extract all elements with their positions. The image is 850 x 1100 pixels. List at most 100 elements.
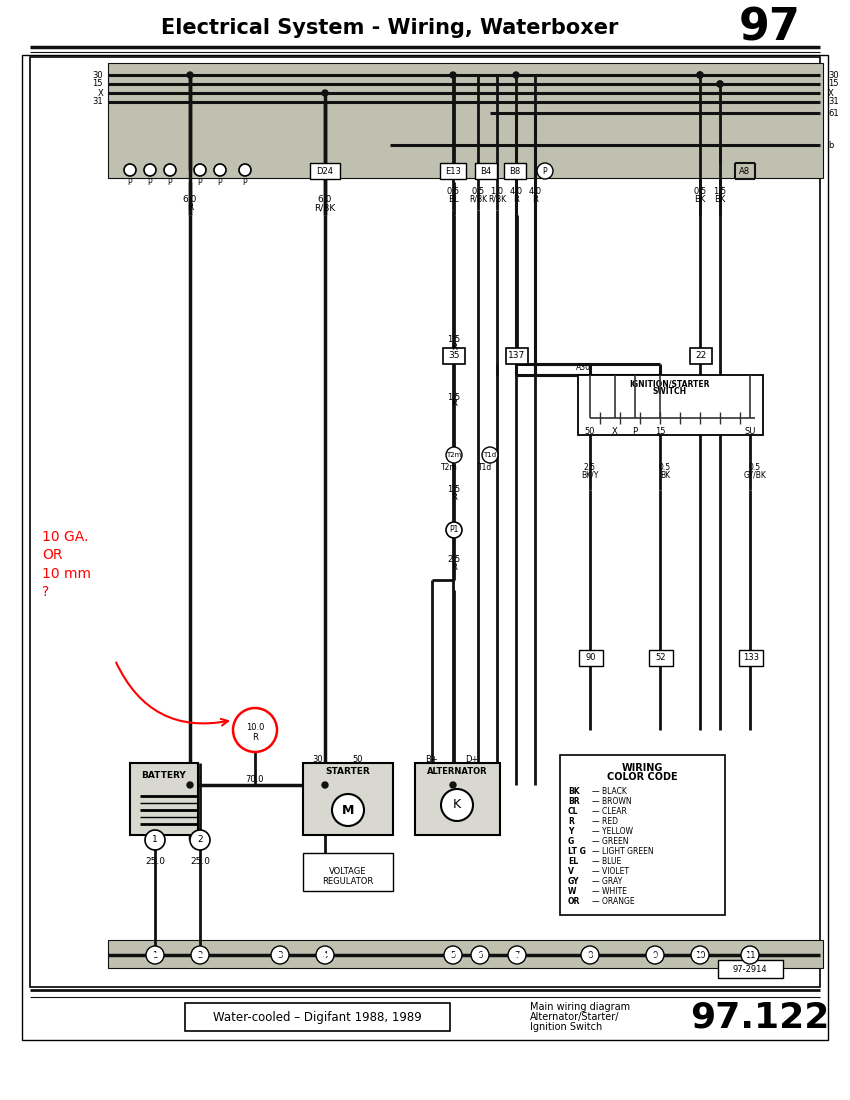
Text: 30: 30 (828, 70, 839, 79)
Circle shape (444, 946, 462, 964)
Text: STARTER: STARTER (326, 768, 371, 777)
Text: R: R (568, 817, 574, 826)
Bar (506, 348, 528, 364)
Text: B4: B4 (480, 166, 491, 176)
Text: 97-2914: 97-2914 (733, 965, 768, 974)
Circle shape (471, 946, 489, 964)
Bar (579, 650, 603, 666)
Text: P: P (218, 178, 223, 187)
Text: 1: 1 (152, 836, 158, 845)
Text: 90: 90 (586, 653, 596, 662)
Text: 97: 97 (739, 7, 801, 50)
Text: 25.0: 25.0 (190, 858, 210, 867)
Circle shape (324, 954, 326, 957)
Text: 0.5: 0.5 (749, 463, 761, 473)
Circle shape (145, 830, 165, 850)
Text: WIRING: WIRING (621, 763, 663, 773)
Text: 8: 8 (587, 950, 592, 959)
Text: 50: 50 (585, 428, 595, 437)
Text: D24: D24 (316, 166, 333, 176)
Text: 30: 30 (313, 756, 323, 764)
Text: OR: OR (568, 898, 581, 906)
Text: 1.5: 1.5 (713, 187, 727, 197)
Text: 6.0: 6.0 (183, 196, 197, 205)
Circle shape (190, 830, 210, 850)
Bar (475, 163, 497, 179)
Text: B+: B+ (426, 756, 439, 764)
Text: 7: 7 (514, 950, 519, 959)
Circle shape (581, 946, 599, 964)
Text: — BROWN: — BROWN (592, 798, 632, 806)
Text: 133: 133 (743, 653, 759, 662)
Text: 4: 4 (322, 950, 327, 959)
Circle shape (691, 946, 709, 964)
Circle shape (194, 164, 206, 176)
Text: Electrical System - Wiring, Waterboxer: Electrical System - Wiring, Waterboxer (162, 18, 619, 38)
Text: VOLTAGE: VOLTAGE (329, 868, 366, 877)
Text: COLOR CODE: COLOR CODE (607, 772, 677, 782)
Text: 6: 6 (478, 950, 483, 959)
Bar (440, 163, 466, 179)
Bar (739, 650, 763, 666)
Text: 1.0: 1.0 (490, 187, 503, 197)
Bar (415, 763, 500, 835)
Text: 10 GA.
OR
10 mm
?: 10 GA. OR 10 mm ? (42, 530, 91, 600)
Text: Y: Y (568, 827, 574, 836)
Text: P: P (167, 178, 173, 187)
Text: 4.0: 4.0 (509, 187, 523, 197)
Text: 50: 50 (353, 756, 363, 764)
Text: R: R (513, 195, 519, 204)
Text: 2: 2 (197, 836, 203, 845)
Text: E13: E13 (445, 166, 461, 176)
Text: 0.5: 0.5 (472, 187, 484, 197)
Text: 2.5: 2.5 (584, 463, 596, 473)
Text: GY: GY (568, 878, 580, 887)
Text: X: X (612, 428, 618, 437)
Text: — GREEN: — GREEN (592, 837, 628, 847)
Text: 15: 15 (828, 79, 838, 88)
Circle shape (187, 72, 193, 78)
Circle shape (513, 72, 519, 78)
Text: Main wiring diagram: Main wiring diagram (530, 1002, 630, 1012)
Text: P: P (198, 178, 202, 187)
Text: R: R (532, 195, 538, 204)
Circle shape (332, 794, 364, 826)
Text: R: R (451, 399, 457, 408)
Text: T2m: T2m (440, 462, 457, 472)
Circle shape (450, 72, 456, 78)
Text: P1: P1 (450, 526, 459, 535)
Text: — GRAY: — GRAY (592, 878, 622, 887)
Circle shape (144, 164, 156, 176)
Text: W: W (568, 888, 576, 896)
Text: D+: D+ (465, 756, 479, 764)
Bar (690, 348, 712, 364)
Text: R/BK: R/BK (488, 195, 506, 204)
Circle shape (187, 782, 193, 788)
Circle shape (451, 954, 455, 957)
Text: T2m: T2m (446, 452, 462, 458)
Text: P: P (542, 166, 547, 176)
Circle shape (191, 946, 209, 964)
Text: T1d: T1d (484, 452, 496, 458)
Text: 1.5: 1.5 (447, 485, 461, 495)
Text: 1: 1 (152, 950, 157, 959)
Circle shape (271, 946, 289, 964)
Text: 0.5: 0.5 (446, 187, 460, 197)
Text: REGULATOR: REGULATOR (322, 878, 374, 887)
Circle shape (479, 954, 481, 957)
Text: IGNITION/STARTER: IGNITION/STARTER (630, 379, 711, 388)
Circle shape (697, 72, 703, 78)
Text: 35: 35 (448, 352, 460, 361)
Text: 10.0: 10.0 (246, 724, 264, 733)
Text: — RED: — RED (592, 817, 618, 826)
Text: — WHITE: — WHITE (592, 888, 626, 896)
Text: 6.0: 6.0 (318, 196, 332, 205)
Text: 2.5: 2.5 (447, 556, 461, 564)
Text: SWITCH: SWITCH (653, 387, 687, 396)
Text: 1.5: 1.5 (447, 336, 461, 344)
Bar (718, 960, 783, 978)
Text: — CLEAR: — CLEAR (592, 807, 626, 816)
Bar (30, 57, 820, 987)
Text: R: R (451, 493, 457, 502)
Text: — BLACK: — BLACK (592, 788, 626, 796)
